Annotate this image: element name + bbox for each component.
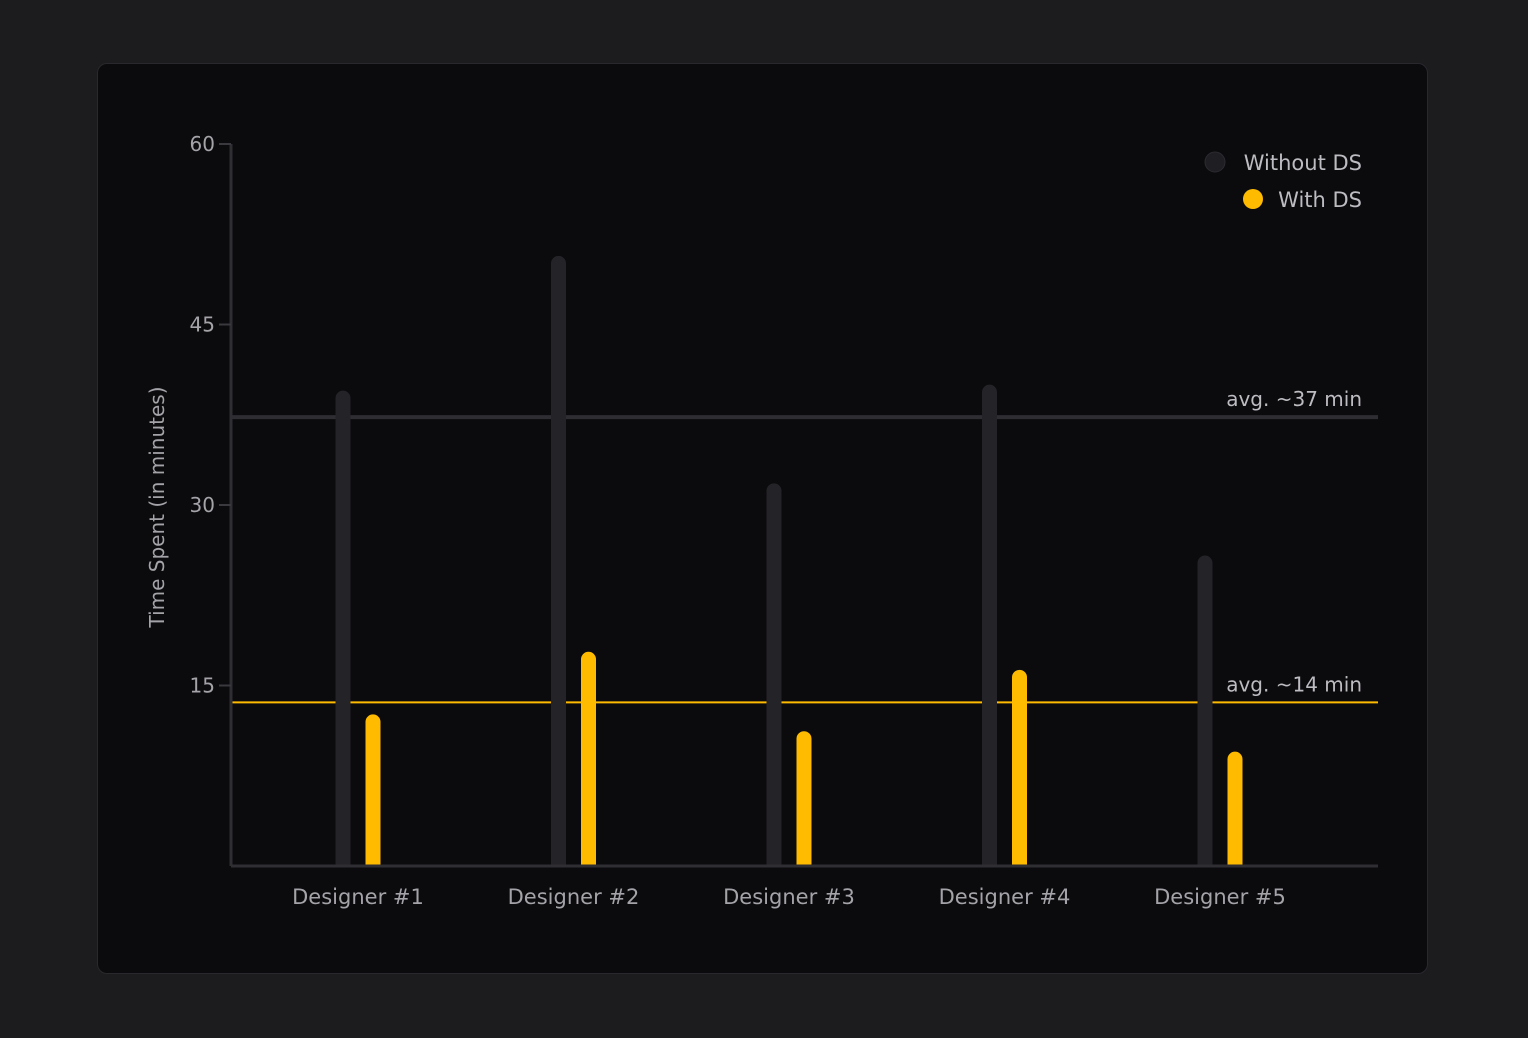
legend-label: With DS (1278, 188, 1362, 212)
bar-with-ds (796, 731, 812, 866)
legend: Without DS With DS (1204, 151, 1362, 212)
average-label: avg. ~37 min (1226, 387, 1362, 411)
legend-swatch (1204, 151, 1226, 173)
bar-with-ds (581, 651, 596, 866)
bar-without-ds (335, 390, 351, 866)
bar-without-ds (766, 483, 782, 866)
x-category-label: Designer #5 (1154, 885, 1286, 909)
x-category-label: Designer #4 (939, 885, 1071, 909)
y-tick-label: 45 (190, 313, 215, 337)
y-tick-label: 60 (190, 132, 215, 156)
bar-without-ds (1197, 555, 1213, 866)
y-axis-title: Time Spent (in minutes) (145, 386, 169, 628)
x-category-label: Designer #2 (508, 885, 640, 909)
bar-with-ds (1012, 669, 1027, 866)
legend-label: Without DS (1244, 151, 1362, 175)
y-ticks: 15 30 45 60 (190, 132, 231, 698)
reference-lines: avg. ~37 min avg. ~14 min (231, 387, 1378, 704)
bar-with-ds (1227, 751, 1243, 866)
x-categories: Designer #1 Designer #2 Designer #3 Designe… (292, 885, 1286, 909)
bar-without-ds (982, 384, 997, 866)
bars (335, 255, 1243, 866)
average-label: avg. ~14 min (1226, 672, 1362, 696)
x-category-label: Designer #3 (723, 885, 855, 909)
y-tick-label: 30 (190, 493, 215, 517)
legend-swatch (1243, 189, 1263, 209)
y-tick-label: 15 (190, 674, 215, 698)
bar-without-ds (551, 255, 566, 866)
x-category-label: Designer #1 (292, 885, 424, 909)
bar-with-ds (365, 714, 381, 866)
